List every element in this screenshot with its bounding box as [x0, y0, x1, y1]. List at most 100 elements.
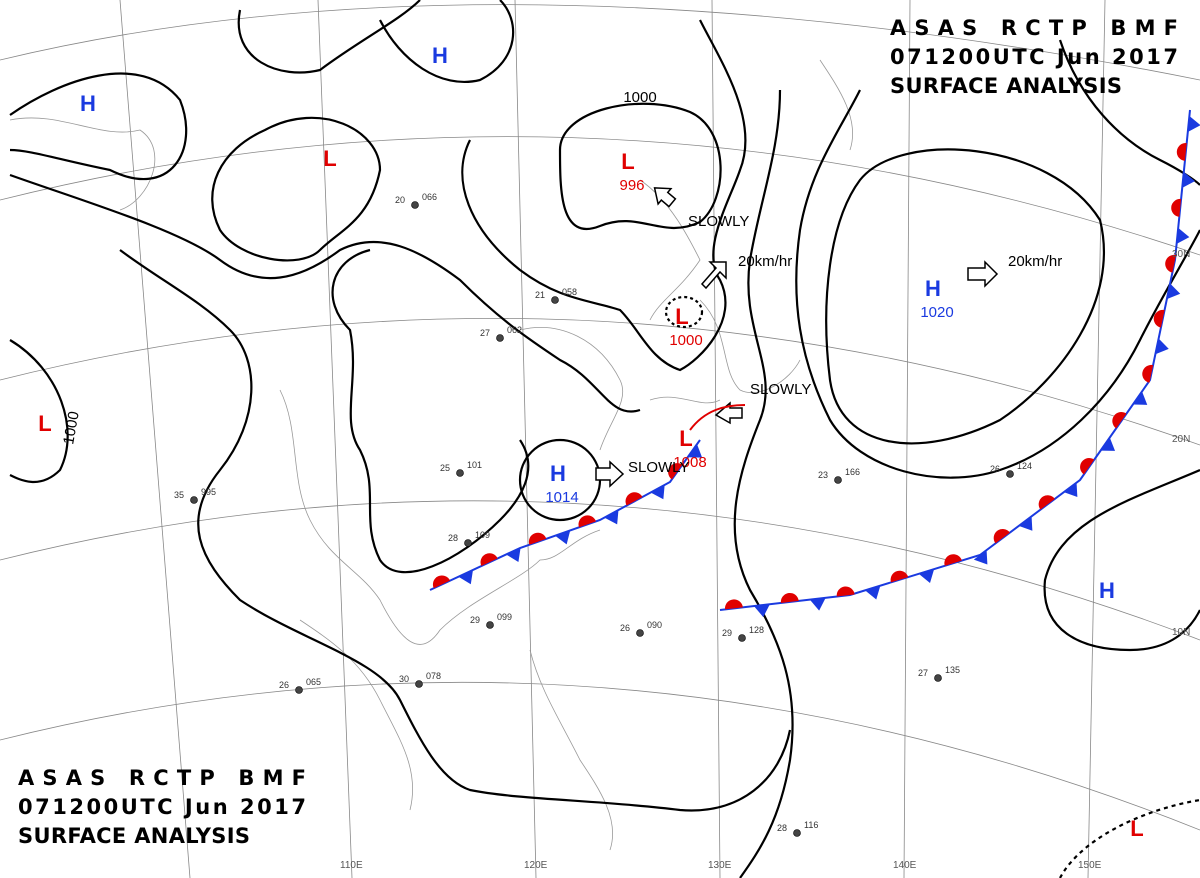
station-marker	[456, 469, 464, 477]
station-marker	[496, 334, 504, 342]
grid-label: 110E	[340, 860, 363, 871]
cold-symbol	[1063, 482, 1078, 497]
station-temperature: 28	[777, 823, 787, 833]
station-marker	[1006, 470, 1014, 478]
cold-symbol	[1155, 338, 1169, 355]
motion-label: SLOWLY	[688, 213, 749, 230]
isobar	[461, 19, 747, 372]
warm-symbol	[993, 529, 1010, 544]
station-marker	[486, 621, 494, 629]
station-pressure: 090	[647, 620, 662, 630]
isobar-label: 1000	[623, 89, 656, 106]
cold-symbol	[973, 550, 988, 565]
isobar	[9, 339, 69, 483]
cold-symbol	[506, 547, 521, 562]
station-pressure: 066	[422, 192, 437, 202]
central-pressure: 1014	[545, 489, 578, 506]
grid-label: 130E	[708, 860, 732, 871]
station-pressure: 124	[1017, 461, 1032, 471]
station-pressure: 065	[306, 677, 321, 687]
station-marker	[551, 296, 559, 304]
station-temperature: 27	[480, 328, 490, 338]
isobar	[211, 116, 382, 262]
map-title: SURFACE ANALYSIS	[18, 824, 250, 848]
station-marker	[793, 829, 801, 837]
central-pressure: 1000	[669, 332, 702, 349]
cold-symbol	[604, 509, 619, 525]
warm-symbol	[480, 553, 498, 567]
pressure-center: L	[323, 146, 336, 171]
cold-symbol	[555, 530, 571, 545]
motion-label: SLOWLY	[750, 381, 811, 398]
station-marker	[834, 476, 842, 484]
grid-label: 10N	[1172, 627, 1190, 638]
motion-arrows	[595, 187, 999, 488]
isobar	[558, 102, 722, 230]
cold-symbol	[1018, 516, 1033, 531]
warm-symbol	[725, 599, 743, 610]
warm-symbol	[668, 463, 683, 480]
warm-symbol	[836, 586, 855, 597]
labels: ASAS RCTP BMF 071200UTC Jun 2017 SURFACE A…	[18, 16, 1190, 871]
warm-front	[689, 404, 746, 431]
cold-symbol	[1182, 171, 1195, 188]
isobar	[1059, 798, 1200, 878]
warm-symbol	[780, 593, 799, 603]
map-title: 071200UTC Jun 2017	[890, 45, 1178, 69]
isobar-label: 1000	[60, 410, 83, 446]
station-pressure: 128	[749, 625, 764, 635]
pressure-center: L	[621, 149, 634, 174]
cold-symbol	[458, 569, 473, 585]
isobar	[379, 0, 515, 83]
map-title: ASAS RCTP BMF	[890, 16, 1178, 40]
warm-symbol	[432, 575, 451, 589]
station-pressure: 058	[562, 287, 577, 297]
grid-label: 30N	[1172, 249, 1190, 260]
isobar	[9, 72, 188, 181]
station-pressure: 995	[201, 487, 216, 497]
station-marker	[411, 201, 419, 209]
station-temperature: 27	[918, 668, 928, 678]
fronts	[429, 109, 1200, 618]
station-marker	[636, 629, 644, 637]
isobar	[331, 248, 530, 574]
warm-symbol	[1171, 198, 1182, 217]
pressure-center: L	[38, 411, 51, 436]
motion-label: SLOWLY	[628, 459, 689, 476]
warm-symbol	[528, 532, 547, 545]
station-temperature: 26	[279, 680, 289, 690]
isobar	[1043, 468, 1200, 652]
pressure-center: H	[550, 461, 566, 486]
warm-symbol	[1142, 364, 1154, 383]
station-marker	[190, 496, 198, 504]
warm-symbol	[890, 570, 909, 583]
station-marker	[295, 686, 303, 694]
cold-symbol	[650, 484, 665, 500]
station-temperature: 30	[399, 674, 409, 684]
cold-symbol	[1187, 116, 1200, 132]
cold-symbol	[1100, 437, 1116, 451]
station-pressure: 116	[804, 820, 818, 830]
map-title: ASAS RCTP BMF	[18, 766, 306, 790]
central-pressure: 1008	[673, 454, 706, 471]
warm-symbol	[578, 515, 596, 528]
station-pressure: 062	[507, 325, 522, 335]
pressure-center: H	[925, 276, 941, 301]
station-temperature: 23	[818, 470, 828, 480]
isobar	[733, 89, 794, 878]
grid-label: 150E	[1078, 860, 1102, 871]
pressure-center: H	[80, 91, 96, 116]
grid-label: 20N	[1172, 434, 1190, 445]
station-marker	[934, 674, 942, 682]
cold-symbol	[687, 444, 703, 458]
station-pressure: 101	[467, 460, 482, 470]
motion-label: 20km/hr	[738, 253, 792, 270]
cold-symbol	[809, 597, 826, 611]
station-temperature: 25	[440, 463, 450, 473]
cold-symbol	[1176, 227, 1190, 244]
cold-symbol	[753, 604, 770, 618]
pressure-center: L	[675, 304, 688, 329]
map-title: SURFACE ANALYSIS	[890, 74, 1122, 98]
station-pressure: 166	[845, 467, 860, 477]
